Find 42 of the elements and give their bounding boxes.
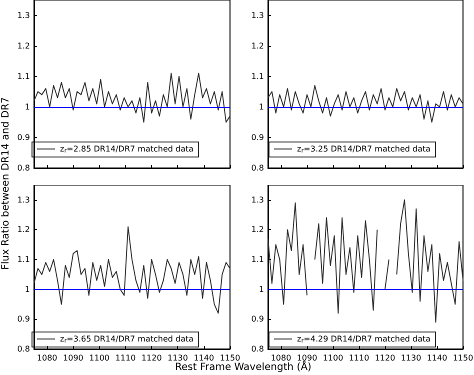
y-tick-label: 0.8 [17, 164, 30, 172]
y-tick-label: 1.2 [17, 225, 30, 234]
y-tick-label: 1.1 [17, 72, 30, 81]
x-tick-label: 1110 [348, 354, 370, 362]
x-tick-label: 1080 [270, 354, 292, 362]
x-tick-label: 1150 [220, 354, 240, 362]
y-tick-label: 1 [258, 102, 264, 112]
y-axis-title: Flux Ratio between DR14 and DR7 [0, 96, 12, 272]
x-tick-label: 1130 [400, 354, 422, 362]
x-tick-label: 1080 [36, 354, 58, 362]
y-tick-label: 1.2 [251, 225, 264, 234]
y-tick-label: 0.9 [251, 132, 264, 142]
y-tick-label: 0.8 [251, 164, 264, 172]
y-tick-label: 0.9 [17, 132, 30, 142]
y-tick-label: 1.3 [17, 195, 30, 204]
x-tick-label: 1100 [322, 354, 344, 362]
y-tick-label: 1.3 [251, 195, 264, 204]
y-tick-label: 1.3 [251, 10, 264, 20]
y-tick-label: 1 [24, 102, 30, 112]
x-tick-label: 1090 [296, 354, 318, 362]
y-tick-label: 1 [24, 284, 30, 294]
x-tick-label: 1120 [141, 354, 162, 362]
y-tick-label: 1.2 [17, 41, 30, 50]
x-axis-title: Rest Frame Wavelength (Å) [175, 362, 312, 373]
y-tick-label: 1.2 [251, 41, 264, 50]
y-tick-label: 1.1 [251, 255, 264, 264]
y-tick-label: 0.8 [251, 344, 264, 354]
x-tick-label: 1100 [89, 354, 110, 362]
x-tick-label: 1110 [115, 354, 136, 362]
x-tick-label: 1120 [374, 354, 396, 362]
x-tick-label: 1130 [168, 354, 188, 362]
y-tick-label: 1 [258, 284, 264, 294]
y-tick-label: 0.9 [251, 314, 264, 324]
x-tick-label: 1140 [194, 354, 214, 362]
y-tick-label: 0.9 [17, 314, 30, 324]
y-tick-label: 1.3 [17, 10, 30, 20]
y-tick-label: 1.1 [17, 255, 30, 264]
x-tick-label: 1150 [452, 354, 474, 362]
x-tick-label: 1090 [63, 354, 84, 362]
y-tick-label: 1.1 [251, 72, 264, 81]
y-tick-label: 0.8 [17, 344, 30, 354]
x-tick-label: 1140 [426, 354, 448, 362]
